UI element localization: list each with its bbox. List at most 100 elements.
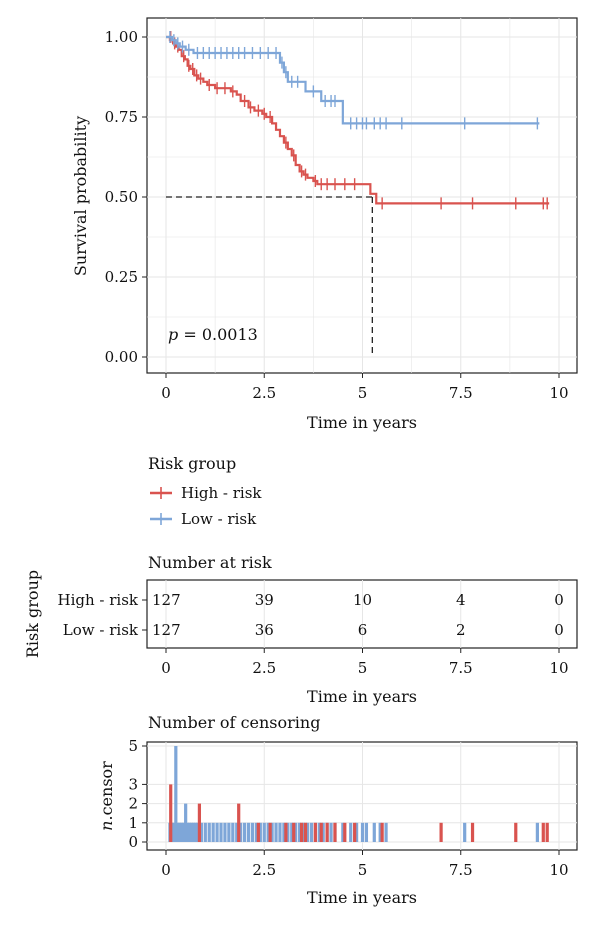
censor-bar-low-risk (274, 822, 278, 842)
risk-table-x-tick-label: 5 (358, 659, 368, 677)
censor-bar-low-risk (372, 822, 376, 842)
km-y-tick-label: 0.75 (105, 108, 138, 126)
risk-table-cell: 127 (152, 621, 181, 639)
censor-bar-low-risk (321, 822, 325, 842)
censor-bar-low-risk (187, 822, 192, 842)
censor-bar-high-risk (299, 822, 304, 842)
km-y-tick-label: 0.25 (105, 268, 138, 286)
censor-bar-low-risk (286, 822, 290, 842)
censor-bar-high-risk (292, 822, 296, 842)
censor-bar-high-risk (470, 822, 475, 842)
risk-table-rows: High - risk 127 39 10 4 0 Low - risk 127 36 6 2 0 (57, 591, 563, 639)
censor-bar-high-risk (541, 822, 545, 842)
censor-x-tick-label: 7.5 (449, 861, 473, 879)
risk-table-cell: 36 (255, 621, 274, 639)
censor-x-tick-label: 2.5 (252, 861, 276, 879)
censor-bar-low-risk (262, 822, 266, 842)
risk-table-x-tick-label: 0 (161, 659, 171, 677)
censor-bar-low-risk (180, 822, 184, 842)
censor-bar-low-risk (360, 822, 365, 842)
km-y-tick-label: 1.00 (105, 28, 138, 46)
censor-bar-high-risk (380, 822, 384, 842)
censor-bar-low-risk (290, 822, 294, 842)
km-y-axis-title: Survival probability (71, 116, 90, 276)
censor-y-tick-label: 5 (128, 737, 138, 755)
km-median-lines (166, 196, 373, 357)
censor-x-axis-title: Time in years (307, 888, 417, 907)
censor-x-tick-label: 5 (358, 861, 368, 879)
km-x-axis-title: Time in years (307, 413, 417, 432)
km-grid (147, 18, 577, 373)
censor-bar-high-risk (313, 822, 317, 842)
censor-bar-low-risk (203, 822, 207, 842)
censor-bar-low-risk (250, 822, 255, 842)
censor-y-tick-label: 3 (128, 775, 138, 793)
censor-bar-low-risk (193, 822, 198, 842)
risk-table-cell: 0 (554, 621, 564, 639)
censor-bar-low-risk (211, 822, 215, 842)
censor-bar-high-risk (325, 822, 329, 842)
km-x-tick-label: 5 (358, 384, 368, 402)
p-value-annotation: p = 0.0013 (168, 325, 258, 344)
km-x-tick-label: 0 (161, 384, 171, 402)
censor-bar-low-risk (243, 822, 247, 842)
km-x-tick-label: 10 (549, 384, 568, 402)
km-x-tick-label: 2.5 (252, 384, 276, 402)
censor-y-axis-title-italic: n (97, 821, 116, 831)
censor-y-axis-title: n.censor (97, 761, 116, 831)
legend-items: High - risk Low - risk (150, 484, 262, 528)
censor-bar-high-risk (169, 784, 173, 842)
censor-bar-high-risk (343, 822, 347, 842)
risk-table-cell: 4 (456, 591, 466, 609)
km-y-tick-label: 0.50 (105, 188, 138, 206)
censor-bar-low-risk (278, 822, 282, 842)
censor-bar-low-risk (219, 822, 223, 842)
censor-bar-low-risk (282, 822, 286, 842)
censor-bar-low-risk (329, 822, 333, 842)
risk-table-row-label: High - risk (57, 591, 138, 609)
censor-bar-low-risk (182, 822, 186, 842)
censor-bars (168, 746, 549, 842)
risk-table-cell: 39 (255, 591, 274, 609)
censor-x-tick-label: 10 (549, 861, 568, 879)
risk-table-cell: 6 (358, 621, 368, 639)
censor-bar-low-risk (199, 822, 203, 842)
censor-bar-low-risk (258, 822, 262, 842)
censor-bar-high-risk (545, 822, 549, 842)
censor-bar-high-risk (268, 822, 272, 842)
risk-table-x-tick-label: 2.5 (252, 659, 276, 677)
censor-bar-low-risk (227, 822, 231, 842)
risk-table-row-label: Low - risk (63, 621, 139, 639)
censor-bar-low-risk (349, 822, 353, 842)
censor-bar-low-risk (254, 822, 258, 842)
censor-bar-low-risk (207, 822, 211, 842)
risk-table-title: Number at risk (148, 553, 272, 572)
censor-y-tick-label: 2 (128, 795, 138, 813)
censor-bar-low-risk (341, 822, 345, 842)
km-curves (166, 31, 550, 210)
censor-bar-high-risk (256, 822, 260, 842)
legend-title: Risk group (148, 454, 236, 473)
risk-table-x-axis-title: Time in years (307, 687, 417, 706)
censor-bar-low-risk (189, 822, 194, 842)
censor-bar-low-risk (176, 822, 180, 842)
censor-bar-low-risk (294, 822, 298, 842)
risk-table-x-tick-label: 7.5 (449, 659, 473, 677)
censor-x-tick-label: 0 (161, 861, 171, 879)
censor-bar-low-risk (309, 822, 314, 842)
km-y-tick-label: 0.00 (105, 348, 138, 366)
censor-bar-low-risk (364, 822, 369, 842)
censor-bar-high-risk (284, 822, 288, 842)
risk-table-x-tick-label: 10 (549, 659, 568, 677)
risk-table-y-axis-title: Risk group (23, 570, 42, 658)
censor-plot-title: Number of censoring (148, 713, 320, 732)
risk-table-cell: 10 (353, 591, 372, 609)
censor-bar-high-risk (514, 822, 518, 842)
legend-label-high-risk: High - risk (181, 484, 262, 502)
censor-bar-low-risk (235, 822, 239, 842)
censor-bar-high-risk (439, 822, 443, 842)
legend-label-low-risk: Low - risk (181, 510, 257, 528)
